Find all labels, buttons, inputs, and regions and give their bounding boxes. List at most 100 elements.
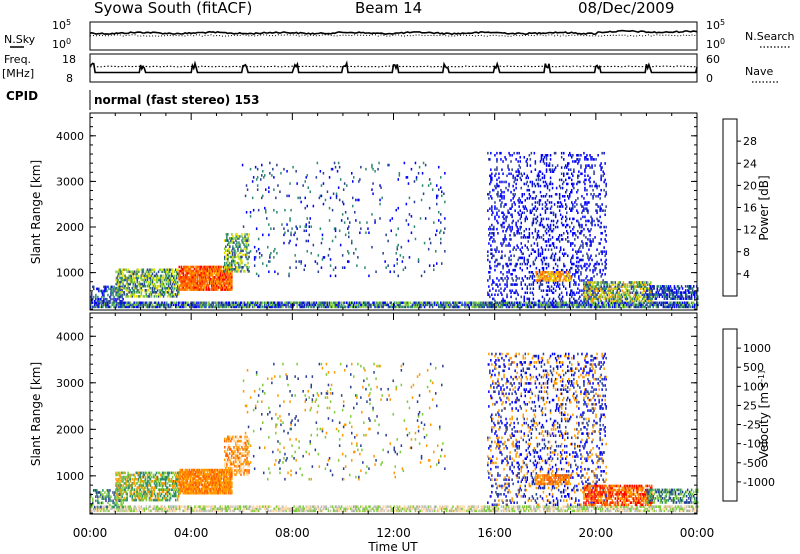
- power-cell-r6: [603, 172, 605, 176]
- power-cell-r5: [258, 256, 261, 259]
- power-cell-r2: [136, 268, 139, 272]
- power-cell-r0: [290, 305, 292, 309]
- power-cell-r5: [352, 196, 354, 200]
- power-cell-r6: [540, 289, 543, 292]
- power-cell-r0: [642, 303, 644, 307]
- power-cell-r6: [514, 176, 516, 180]
- power-cell-r7: [547, 277, 549, 280]
- power-cell-r2: [176, 289, 178, 292]
- power-cell-r8: [636, 281, 639, 284]
- power-cell-r7: [552, 279, 554, 282]
- power-cell-r6: [542, 160, 545, 163]
- power-cell-r6: [557, 201, 560, 204]
- power-cell-r6: [554, 262, 557, 266]
- power-cell-r0: [547, 301, 549, 305]
- power-cell-r2: [140, 286, 143, 290]
- power-cell-r6: [544, 195, 547, 198]
- power-cell-r5: [384, 260, 386, 263]
- power-cell-r0: [499, 303, 502, 307]
- power-cell-r3: [210, 267, 213, 271]
- power-cell-r6: [583, 197, 585, 200]
- power-cell-r0: [386, 303, 388, 307]
- power-cell-r2: [136, 289, 139, 292]
- power-cell-r8: [585, 283, 587, 286]
- power-cell-r8: [639, 281, 642, 284]
- power-cell-r0: [546, 301, 548, 305]
- power-cell-r6: [521, 256, 524, 260]
- power-cell-r6: [502, 242, 504, 245]
- power-cell-r4: [224, 257, 226, 261]
- power-cell-r2: [146, 278, 149, 282]
- power-cell-r6: [537, 254, 540, 258]
- power-cell-r6: [579, 223, 581, 227]
- power-cell-r6: [508, 151, 510, 155]
- freq-left-tick-bottom: 8: [66, 72, 73, 85]
- power-cell-r2: [170, 289, 173, 292]
- power-cell-r6: [512, 279, 514, 282]
- power-cell-r0: [623, 303, 625, 307]
- power-cell-r4: [227, 249, 229, 253]
- power-cell-r0: [175, 305, 177, 309]
- power-cell-r0: [356, 301, 358, 305]
- power-cell-r4: [244, 263, 246, 267]
- power-cell-r6: [567, 240, 569, 243]
- power-cell-r6: [571, 242, 573, 245]
- power-cell-r1: [91, 291, 93, 295]
- power-cell-r6: [503, 225, 505, 229]
- power-cell-r6: [547, 262, 550, 266]
- power-cell-r0: [359, 301, 361, 305]
- power-cell-r0: [476, 303, 479, 307]
- power-cell-r6: [549, 182, 552, 186]
- power-cell-r5: [396, 258, 399, 261]
- power-cell-r5: [339, 178, 342, 181]
- power-cell-r5: [436, 229, 438, 233]
- power-cell-r3: [197, 273, 200, 277]
- power-cell-r7: [555, 273, 557, 276]
- power-cell-r5: [359, 231, 361, 235]
- power-cell-r0: [292, 305, 294, 309]
- power-cell-r2: [151, 268, 154, 272]
- power-cell-r3: [187, 280, 190, 283]
- power-cell-r4: [230, 268, 232, 271]
- power-cell-r2: [161, 268, 164, 272]
- power-cell-r8: [591, 283, 593, 286]
- power-cell-r0: [97, 305, 99, 309]
- power-cell-r6: [584, 170, 586, 173]
- power-cell-r2: [115, 278, 117, 282]
- power-cell-r6: [502, 297, 504, 301]
- power-cell-r0: [151, 305, 154, 309]
- power-cell-r6: [511, 221, 513, 225]
- power-cell-r5: [300, 200, 302, 204]
- power-cell-r8: [615, 291, 618, 295]
- power-cell-r0: [531, 305, 533, 309]
- nave-line: [89, 65, 698, 68]
- power-cell-r8: [586, 297, 588, 301]
- power-cell-r8: [631, 299, 634, 303]
- power-cell-r2: [142, 274, 145, 278]
- power-cell-r8: [635, 281, 638, 284]
- power-cell-r0: [641, 305, 643, 309]
- power-cell-r3: [210, 271, 213, 275]
- power-cell-r3: [200, 282, 203, 285]
- power-cell-r0: [642, 305, 644, 309]
- power-cell-r3: [200, 278, 203, 281]
- power-cell-r5: [284, 208, 286, 212]
- power-cell-r6: [550, 254, 553, 258]
- power-cell-r3: [201, 271, 204, 275]
- power-cell-r3: [179, 276, 182, 279]
- power-cell-r5: [443, 192, 445, 196]
- power-cell-r0: [571, 305, 574, 309]
- power-cell-r2: [173, 295, 175, 298]
- power-cell-r6: [490, 195, 492, 198]
- power-cell-r0: [350, 303, 352, 307]
- power-cell-r0: [368, 303, 370, 307]
- power-cell-r6: [523, 256, 526, 260]
- power-cell-r1: [102, 299, 104, 303]
- power-cell-r0: [229, 303, 232, 307]
- power-cell-r6: [490, 248, 492, 251]
- power-cell-r0: [382, 301, 384, 305]
- power-cell-r0: [554, 305, 556, 309]
- power-cell-r6: [529, 209, 532, 212]
- power-cell-r3: [187, 278, 190, 281]
- power-cell-r6: [602, 170, 604, 173]
